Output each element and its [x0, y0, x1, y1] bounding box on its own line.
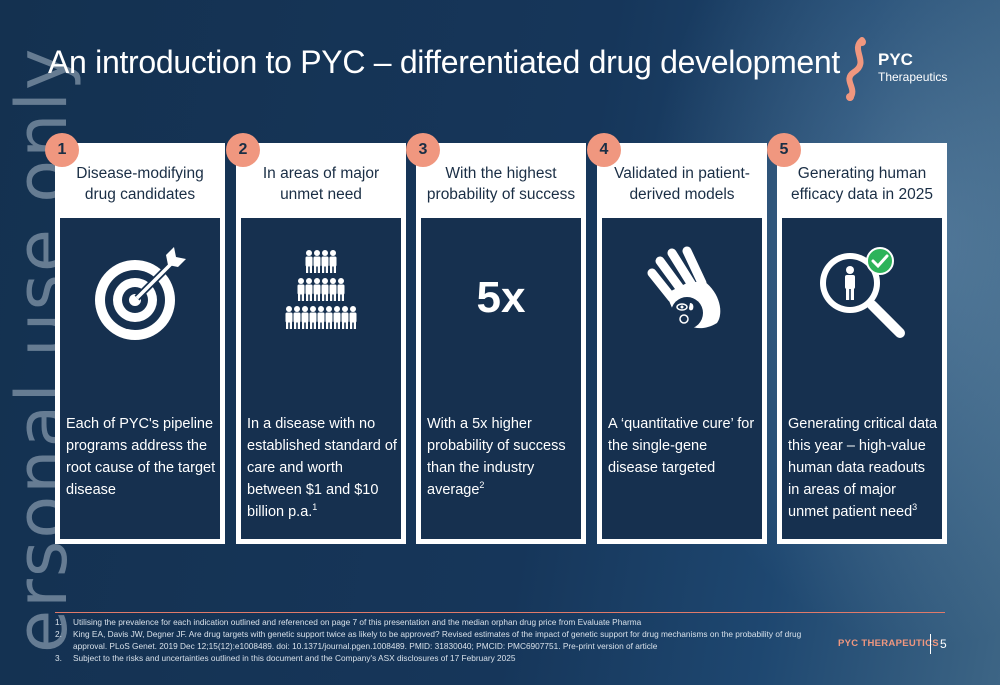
- card-heading-line2: drug candidates: [84, 186, 196, 203]
- card-description: With a 5x higher probability of success …: [427, 416, 566, 498]
- card-heading-line1: Generating human: [797, 165, 927, 182]
- card-heading-line2: probability of success: [426, 186, 576, 203]
- footnotes: 1. Utilising the prevalence for each indi…: [55, 616, 815, 664]
- card-probability-success: With the highest probability of success …: [416, 143, 586, 544]
- card-description: A ‘quantitative cure’ for the single-gen…: [608, 416, 755, 476]
- page-number: 5: [940, 637, 947, 651]
- logo-name: PYC: [878, 50, 913, 69]
- card-heading-line2: derived models: [629, 186, 735, 203]
- footnote: 1. Utilising the prevalence for each indi…: [55, 617, 642, 627]
- footnote-divider: [55, 612, 945, 613]
- step-number-badge: 4: [587, 133, 621, 167]
- card-heading-line2: unmet need: [280, 186, 362, 203]
- footnote-ref: 3: [912, 502, 918, 513]
- step-number-badge: 2: [226, 133, 260, 167]
- card-heading-line2: efficacy data in 2025: [791, 186, 933, 203]
- card-heading: In areas of major unmet need: [236, 143, 406, 218]
- card-description: In a disease with no established standar…: [247, 416, 397, 520]
- card-validated-models: Validated in patient- derived models A ‘…: [597, 143, 767, 544]
- card-human-efficacy: Generating human efficacy data in 2025 G…: [777, 143, 947, 544]
- pyc-logo-mark-icon: [846, 37, 866, 101]
- step-number-badge: 3: [406, 133, 440, 167]
- footer-brand: PYC THERAPEUTICS: [838, 638, 939, 649]
- card-body: In a disease with no established standar…: [241, 218, 401, 539]
- card-body: Generating critical data this year – hig…: [782, 218, 942, 539]
- footnote: 2. King EA, Davis JW, Degner JF. Are drug…: [55, 629, 802, 651]
- card-heading-line1: In areas of major: [262, 165, 380, 182]
- footnote: 3. Subject to the risks and uncertainties…: [55, 653, 516, 663]
- step-number-badge: 5: [767, 133, 801, 167]
- card-heading-line1: Disease-modifying: [76, 165, 204, 182]
- card-heading: Disease-modifying drug candidates: [55, 143, 225, 218]
- step-number-badge: 1: [45, 133, 79, 167]
- card-heading-line1: Validated in patient-: [614, 165, 750, 182]
- card-description: Generating critical data this year – hig…: [788, 416, 938, 520]
- card-description: Each of PYC's pipeline programs address …: [66, 416, 216, 498]
- card-body: A ‘quantitative cure’ for the single-gen…: [602, 218, 762, 539]
- people-pyramid-icon: [285, 250, 357, 329]
- hand-organs-icon: [647, 246, 721, 329]
- logo-subtitle: Therapeutics: [878, 70, 948, 84]
- footnote-ref: 1: [312, 502, 318, 513]
- card-heading: Generating human efficacy data in 2025: [777, 143, 947, 218]
- footnote-ref: 2: [479, 480, 485, 491]
- card-heading: Validated in patient- derived models: [597, 143, 767, 218]
- target-arrow-icon: [95, 247, 186, 340]
- big-value: 5x: [476, 273, 526, 322]
- card-body: Each of PYC's pipeline programs address …: [60, 218, 220, 539]
- card-disease-modifying: Disease-modifying drug candidates Each o…: [55, 143, 225, 544]
- card-body: 5x With a 5x higher probability of succe…: [421, 218, 581, 539]
- card-heading: With the highest probability of success: [416, 143, 586, 218]
- page-title: An introduction to PYC – differentiated …: [48, 44, 841, 80]
- card-heading-line1: With the highest: [445, 165, 557, 182]
- magnifier-person-check-icon: [820, 247, 905, 338]
- pyc-logo: PYC Therapeutics: [840, 36, 960, 106]
- card-unmet-need: In areas of major unmet need In a diseas…: [236, 143, 406, 544]
- footer-separator: [930, 634, 931, 654]
